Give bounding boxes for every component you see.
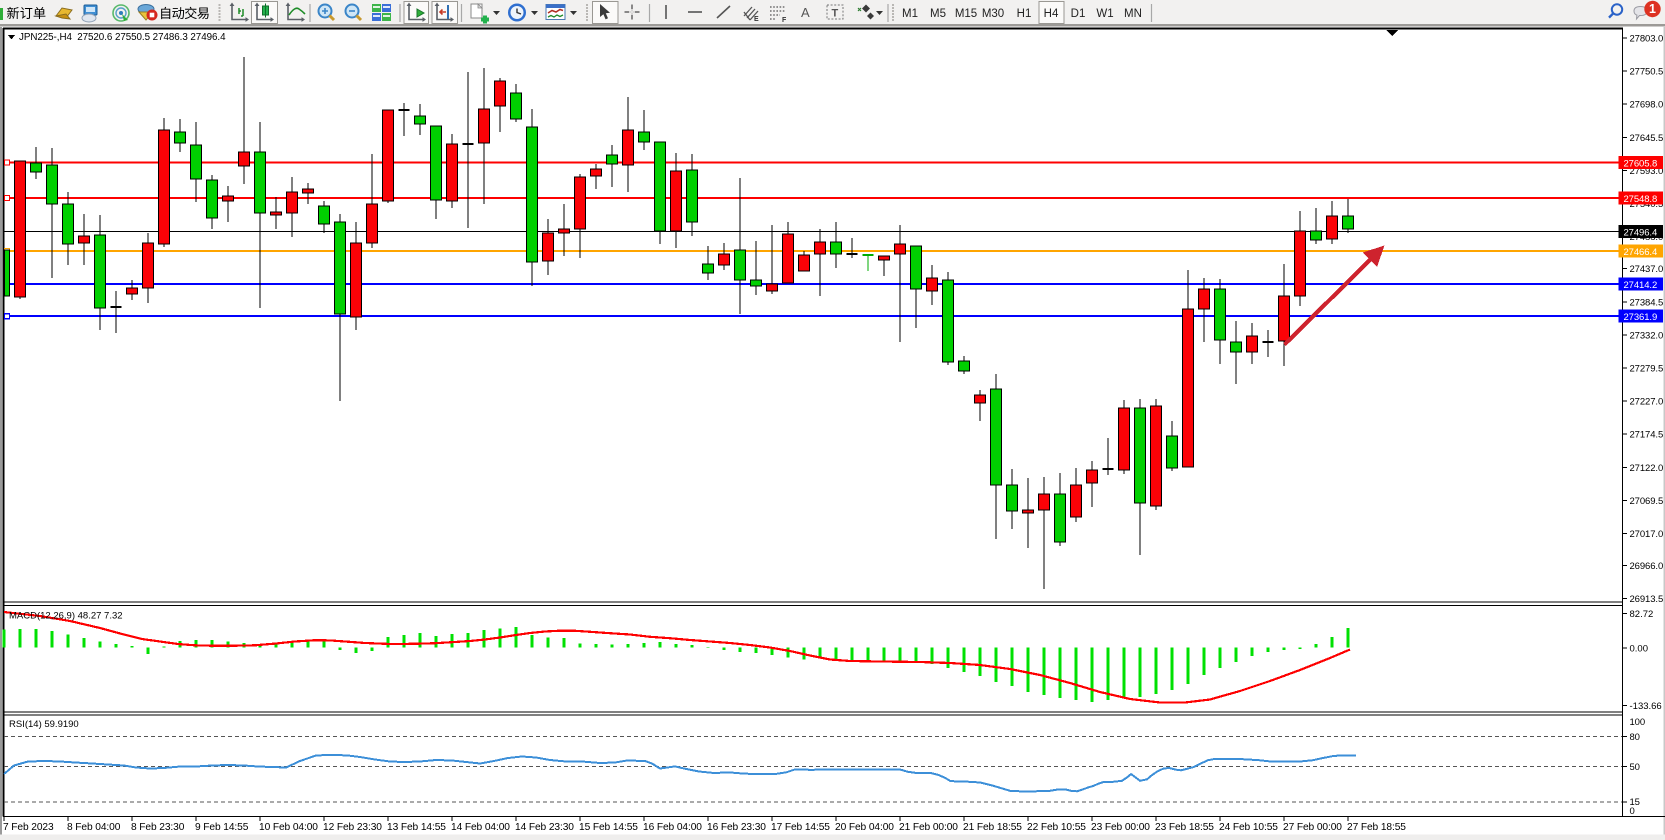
- svg-text:15: 15: [1630, 797, 1640, 808]
- svg-text:15 Feb 14:55: 15 Feb 14:55: [579, 822, 638, 833]
- svg-text:27466.4: 27466.4: [1624, 247, 1658, 258]
- svg-text:17 Feb 14:55: 17 Feb 14:55: [771, 822, 830, 833]
- svg-text:JPN225-,H4 27520.6 27550.5 27: JPN225-,H4 27520.6 27550.5 27486.3 27496…: [19, 32, 226, 43]
- svg-text:27548.8: 27548.8: [1624, 194, 1658, 205]
- svg-text:27227.0: 27227.0: [1630, 397, 1664, 408]
- svg-text:82.72: 82.72: [1630, 609, 1654, 620]
- svg-text:14 Feb 04:00: 14 Feb 04:00: [451, 822, 510, 833]
- svg-text:27361.9: 27361.9: [1624, 312, 1658, 323]
- svg-text:27645.5: 27645.5: [1630, 133, 1664, 144]
- svg-text:20 Feb 04:00: 20 Feb 04:00: [835, 822, 894, 833]
- svg-text:16 Feb 23:30: 16 Feb 23:30: [707, 822, 766, 833]
- svg-text:27496.4: 27496.4: [1624, 227, 1658, 238]
- svg-text:27414.2: 27414.2: [1624, 280, 1658, 291]
- svg-text:27122.0: 27122.0: [1630, 463, 1664, 474]
- svg-text:27750.5: 27750.5: [1630, 67, 1664, 78]
- svg-text:50: 50: [1630, 762, 1640, 773]
- svg-text:27 Feb 00:00: 27 Feb 00:00: [1283, 822, 1342, 833]
- svg-text:24 Feb 10:55: 24 Feb 10:55: [1219, 822, 1278, 833]
- svg-text:8 Feb 23:30: 8 Feb 23:30: [131, 822, 185, 833]
- svg-text:1: 1: [1649, 2, 1656, 16]
- svg-text:21 Feb 00:00: 21 Feb 00:00: [899, 822, 958, 833]
- svg-text:27384.5: 27384.5: [1630, 297, 1664, 308]
- svg-text:12 Feb 23:30: 12 Feb 23:30: [323, 822, 382, 833]
- svg-text:27593.0: 27593.0: [1630, 166, 1664, 177]
- svg-text:T: T: [832, 8, 839, 20]
- svg-text:27279.5: 27279.5: [1630, 364, 1664, 375]
- svg-text:27437.0: 27437.0: [1630, 264, 1664, 275]
- svg-text:A: A: [801, 5, 810, 20]
- svg-text:23 Feb 18:55: 23 Feb 18:55: [1155, 822, 1214, 833]
- svg-text:27698.0: 27698.0: [1630, 100, 1664, 111]
- svg-text:22 Feb 10:55: 22 Feb 10:55: [1027, 822, 1086, 833]
- svg-text:H1: H1: [1017, 8, 1032, 20]
- svg-text:M1: M1: [902, 8, 918, 20]
- svg-text:E: E: [754, 16, 759, 23]
- svg-text:0.00: 0.00: [1630, 644, 1649, 655]
- svg-text:MN: MN: [1124, 8, 1142, 20]
- svg-text:D1: D1: [1071, 8, 1086, 20]
- svg-text:0: 0: [1630, 806, 1635, 817]
- svg-text:7 Feb 2023: 7 Feb 2023: [3, 822, 54, 833]
- svg-text:F: F: [782, 17, 787, 24]
- svg-text:H4: H4: [1044, 8, 1059, 20]
- svg-text:-133.66: -133.66: [1630, 701, 1662, 712]
- svg-text:M15: M15: [955, 8, 977, 20]
- svg-text:80: 80: [1630, 732, 1640, 743]
- svg-text:RSI(14) 59.9190: RSI(14) 59.9190: [9, 719, 79, 730]
- svg-text:16 Feb 04:00: 16 Feb 04:00: [643, 822, 702, 833]
- svg-text:M5: M5: [930, 8, 946, 20]
- svg-text:M30: M30: [982, 8, 1004, 20]
- svg-text:14 Feb 23:30: 14 Feb 23:30: [515, 822, 574, 833]
- svg-text:MACD(12,26,9) 48.27 7.32: MACD(12,26,9) 48.27 7.32: [9, 611, 123, 622]
- svg-text:27017.0: 27017.0: [1630, 529, 1664, 540]
- svg-text:26913.5: 26913.5: [1630, 594, 1664, 605]
- svg-text:13 Feb 14:55: 13 Feb 14:55: [387, 822, 446, 833]
- svg-text:100: 100: [1630, 717, 1646, 728]
- svg-text:9 Feb 14:55: 9 Feb 14:55: [195, 822, 249, 833]
- svg-text:27 Feb 18:55: 27 Feb 18:55: [1347, 822, 1406, 833]
- svg-text:23 Feb 00:00: 23 Feb 00:00: [1091, 822, 1150, 833]
- svg-text:10 Feb 04:00: 10 Feb 04:00: [259, 822, 318, 833]
- svg-text:27332.0: 27332.0: [1630, 330, 1664, 341]
- svg-text:27174.5: 27174.5: [1630, 430, 1664, 441]
- svg-text:27069.5: 27069.5: [1630, 496, 1664, 507]
- svg-text:21 Feb 18:55: 21 Feb 18:55: [963, 822, 1022, 833]
- svg-text:27605.8: 27605.8: [1624, 158, 1658, 169]
- svg-text:8 Feb 04:00: 8 Feb 04:00: [67, 822, 121, 833]
- svg-text:26966.0: 26966.0: [1630, 561, 1664, 572]
- svg-text:27803.0: 27803.0: [1630, 34, 1664, 45]
- svg-text:W1: W1: [1096, 8, 1113, 20]
